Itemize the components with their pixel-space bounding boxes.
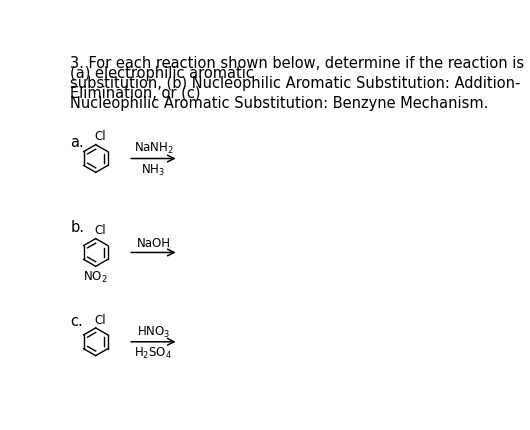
Text: substitution, (b) Nucleophilic Aromatic Substitution: Addition-: substitution, (b) Nucleophilic Aromatic … xyxy=(70,75,520,90)
Text: (a) electrophilic aromatic: (a) electrophilic aromatic xyxy=(70,65,254,80)
Text: b.: b. xyxy=(70,219,84,234)
Text: Cl: Cl xyxy=(94,313,106,326)
Text: H$_2$SO$_4$: H$_2$SO$_4$ xyxy=(135,345,172,360)
Text: a.: a. xyxy=(70,135,84,150)
Text: Elimination, or (c): Elimination, or (c) xyxy=(70,86,201,100)
Text: Nucleophilic Aromatic Substitution: Benzyne Mechanism.: Nucleophilic Aromatic Substitution: Benz… xyxy=(70,95,489,111)
Text: NaNH$_2$: NaNH$_2$ xyxy=(134,141,173,156)
Text: HNO$_3$: HNO$_3$ xyxy=(137,324,170,339)
Text: c.: c. xyxy=(70,313,83,328)
Text: NH$_3$: NH$_3$ xyxy=(142,162,165,177)
Text: 3. For each reaction shown below, determine if the reaction is: 3. For each reaction shown below, determ… xyxy=(70,55,524,71)
Text: Cl: Cl xyxy=(94,224,106,237)
Text: Cl: Cl xyxy=(94,130,106,143)
Text: NO$_2$: NO$_2$ xyxy=(83,269,108,284)
Text: NaOH: NaOH xyxy=(136,237,171,250)
